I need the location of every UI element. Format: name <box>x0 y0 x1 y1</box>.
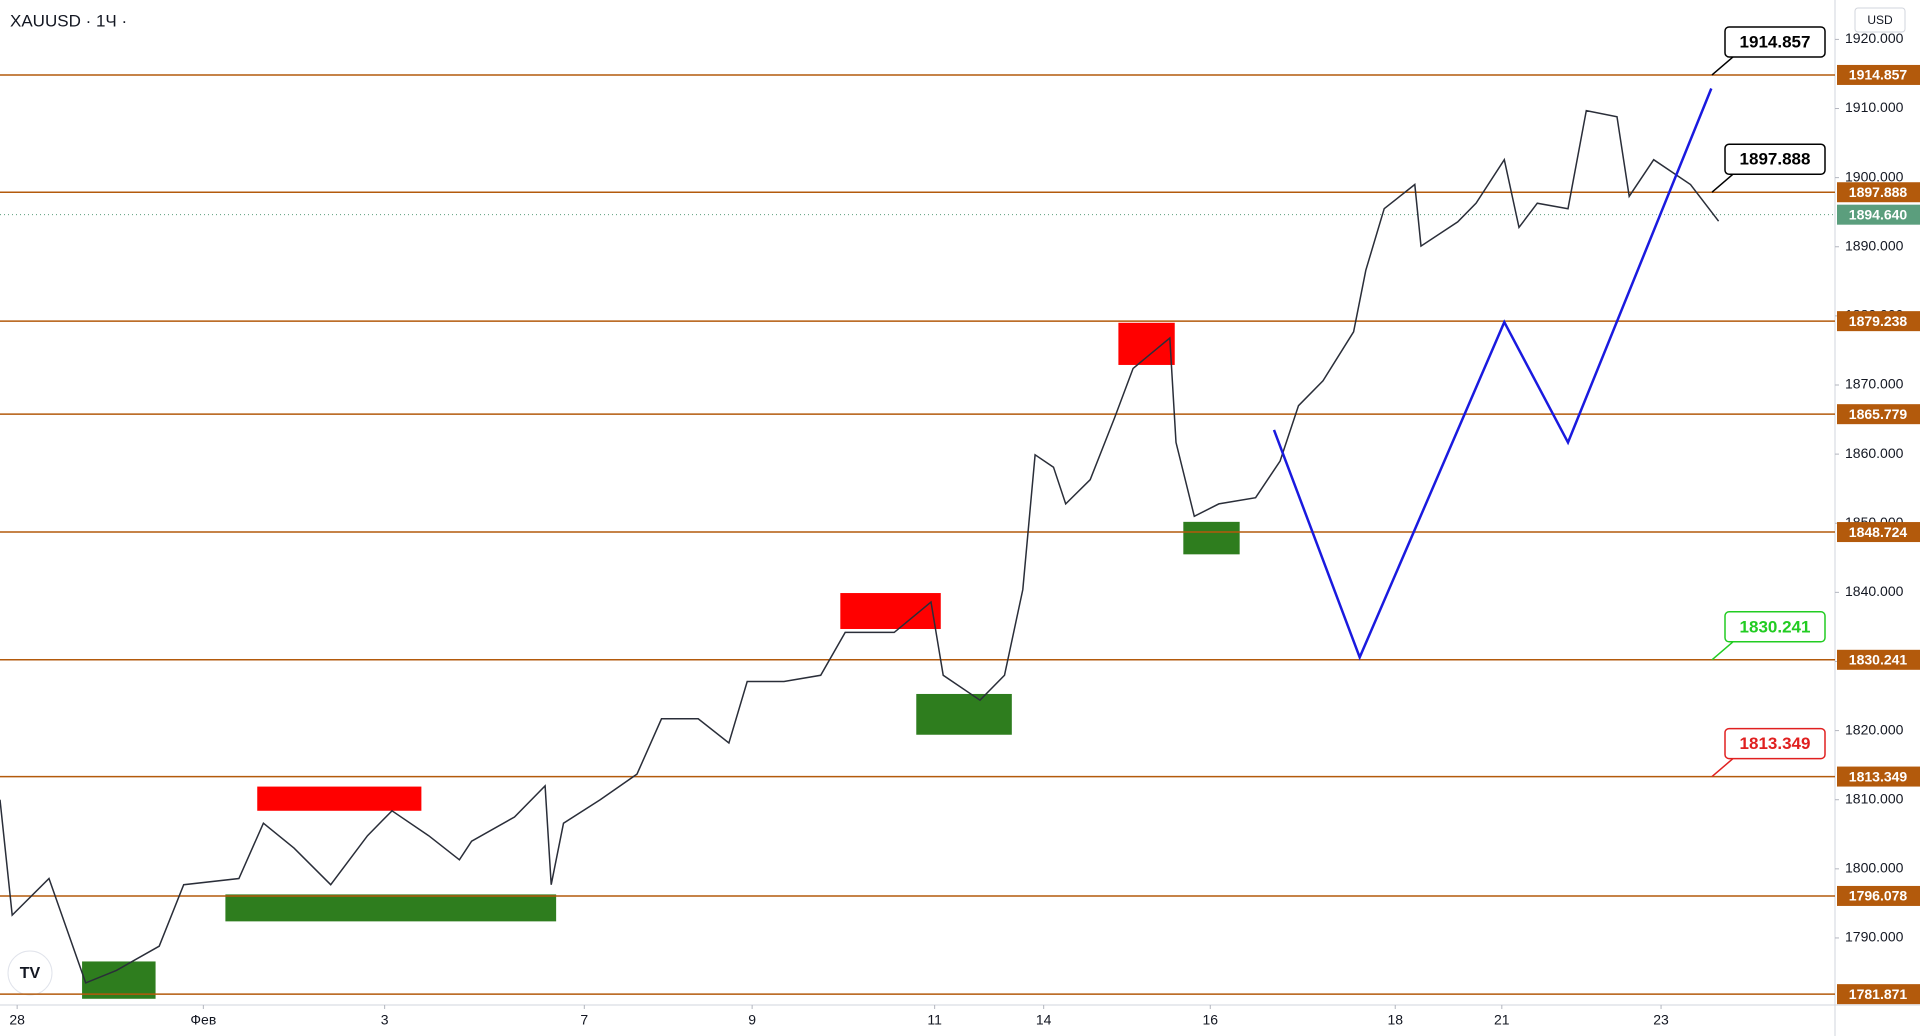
callout-box <box>1724 143 1826 175</box>
callout-box <box>1724 727 1826 760</box>
x-tick-label: 28 <box>9 1012 25 1028</box>
callout-pointer <box>1711 757 1734 778</box>
y-tick-label: 1810.000 <box>1845 790 1904 806</box>
level-label-box <box>1837 522 1920 543</box>
x-tick-label: 3 <box>381 1012 389 1028</box>
callout-pointer <box>1711 56 1734 76</box>
callout-label: 1914.857 <box>1740 32 1811 51</box>
y-tick-label: 1870.000 <box>1845 376 1904 392</box>
level-label-box <box>1837 649 1920 670</box>
level-label: 1813.349 <box>1849 768 1908 784</box>
level-label-box <box>1837 766 1920 787</box>
y-tick-label: 1790.000 <box>1845 929 1904 945</box>
y-tick-label: 1910.000 <box>1845 99 1904 115</box>
callout-pointer <box>1711 641 1734 661</box>
level-label: 1914.857 <box>1849 67 1908 83</box>
x-tick-label: Фев <box>190 1012 216 1028</box>
y-tick-label: 1820.000 <box>1845 721 1904 737</box>
callout-label: 1830.241 <box>1740 617 1811 636</box>
current-price-label: 1894.640 <box>1849 206 1908 222</box>
x-tick-label: 16 <box>1202 1012 1218 1028</box>
zone <box>840 593 941 629</box>
level-label-box <box>1837 182 1920 203</box>
callout-box <box>1724 611 1826 643</box>
symbol-title: XAUUSD · 1Ч · <box>10 11 127 30</box>
level-label-box <box>1837 64 1920 85</box>
level-label: 1879.238 <box>1849 313 1908 329</box>
zone <box>916 693 1012 735</box>
currency[interactable]: USD <box>1867 13 1893 27</box>
x-tick-label: 7 <box>580 1012 588 1028</box>
level-label: 1781.871 <box>1849 986 1908 1002</box>
level-label-box <box>1837 885 1920 906</box>
zone <box>1183 521 1240 555</box>
callout-pointer <box>1711 173 1734 193</box>
zone <box>225 894 557 922</box>
x-tick-label: 21 <box>1494 1012 1510 1028</box>
projection-path <box>1272 88 1713 661</box>
zone <box>257 786 422 811</box>
callout-label: 1813.349 <box>1740 734 1811 753</box>
x-tick-label: 14 <box>1036 1012 1052 1028</box>
x-tick-label: 18 <box>1387 1012 1403 1028</box>
x-tick-label: 9 <box>748 1012 756 1028</box>
logo: TV <box>7 950 53 996</box>
y-tick-label: 1920.000 <box>1845 30 1904 46</box>
level-label: 1830.241 <box>1849 652 1908 668</box>
level-label-box <box>1837 404 1920 425</box>
y-tick-label: 1800.000 <box>1845 860 1904 876</box>
currency-button[interactable] <box>1854 7 1906 33</box>
level-label-box <box>1837 984 1920 1005</box>
level-label-box <box>1837 311 1920 332</box>
level-label: 1897.888 <box>1849 184 1908 200</box>
zone <box>1118 322 1175 365</box>
level-label: 1796.078 <box>1849 888 1908 904</box>
level-label: 1848.724 <box>1849 524 1908 540</box>
current-price-box <box>1837 204 1920 225</box>
x-tick-label: 23 <box>1653 1012 1669 1028</box>
level-label: 1865.779 <box>1849 406 1908 422</box>
x-tick-label: 11 <box>927 1012 942 1028</box>
price-line <box>0 109 1720 984</box>
svg-text:TV: TV <box>20 965 41 982</box>
callout-label: 1897.888 <box>1740 150 1811 169</box>
y-tick-label: 1900.000 <box>1845 168 1904 184</box>
y-tick-label: 1890.000 <box>1845 237 1904 253</box>
y-tick-label: 1860.000 <box>1845 445 1904 461</box>
callout-box <box>1724 26 1826 58</box>
y-tick-label: 1840.000 <box>1845 583 1904 599</box>
